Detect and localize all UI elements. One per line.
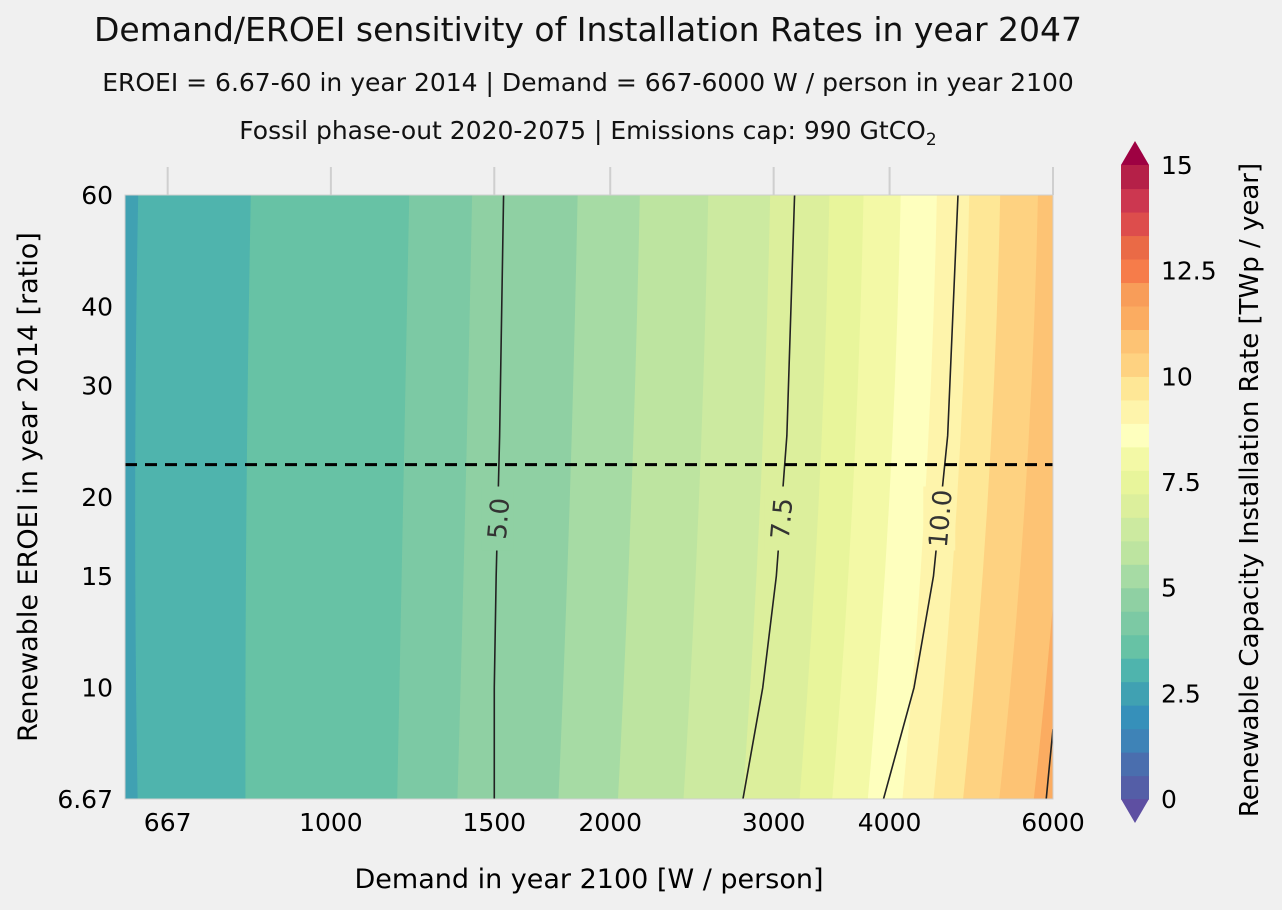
contour-line: [882, 195, 959, 799]
contour-label: 5.0: [483, 497, 516, 541]
colorbar-segment: [1121, 235, 1149, 260]
colorbar-segment: [1121, 282, 1149, 307]
colorbar-ticks: 0 2.5 5 7.5 10 12.5 15: [1161, 151, 1217, 814]
colorbar-segment: [1121, 681, 1149, 706]
contour-label: 7.5: [766, 497, 799, 541]
colorbar-tick-label: 0: [1161, 785, 1177, 814]
colorbar-segment: [1121, 634, 1149, 659]
contour-label: 10.0: [924, 489, 959, 549]
chart-subtitle: EROEI = 6.67-60 in year 2014 | Demand = …: [102, 68, 1074, 97]
contour-label-bg: [923, 486, 956, 551]
plot-frame: [124, 194, 1054, 800]
contour-band: [135, 195, 252, 799]
colorbar-segment: [1121, 258, 1149, 284]
y-tick-label: 40: [81, 292, 113, 321]
contour-line: [1045, 729, 1053, 799]
chart-title: Demand/EROEI sensitivity of Installation…: [93, 10, 1082, 49]
x-tick-label: 1000: [299, 808, 363, 837]
contour-line: [742, 195, 796, 799]
contour-label-bg: [764, 486, 797, 551]
colorbar-tick-label: 12.5: [1161, 257, 1217, 286]
colorbar-segment: [1121, 540, 1149, 565]
contour-band: [1033, 602, 1053, 799]
colorbar-segment: [1121, 329, 1149, 354]
colorbar-segment: [1121, 399, 1149, 424]
colorbar-extend-min: [1121, 799, 1149, 823]
x-tick-label: 667: [144, 808, 192, 837]
y-tick-label: 60: [81, 181, 113, 210]
colorbar-label: Renewable Capacity Installation Rate [TW…: [1235, 163, 1265, 817]
contour-label-bg: [481, 486, 514, 551]
y-tick-label: 15: [81, 562, 113, 591]
colorbar-segment: [1121, 493, 1149, 518]
colorbar-segment: [1121, 188, 1149, 213]
colorbar-segment: [1121, 305, 1149, 330]
colorbar-segment: [1121, 352, 1149, 377]
contour-labels: 5.0 7.5 10.0: [481, 486, 959, 551]
colorbar-segment: [1121, 611, 1149, 636]
colorbar-segment: [1121, 423, 1149, 448]
colorbar-tick-label: 5: [1161, 574, 1177, 603]
colorbar-tick-label: 15: [1161, 151, 1193, 180]
contour-line: [493, 195, 505, 799]
x-tick-label: 2000: [578, 808, 642, 837]
y-tick-label: 30: [81, 372, 113, 401]
y-axis-label: Renewable EROEI in year 2014 [ratio]: [13, 232, 44, 742]
colorbar: [1121, 141, 1149, 823]
x-axis-label: Demand in year 2100 [W / person]: [355, 864, 824, 895]
colorbar-tick-label: 7.5: [1161, 468, 1201, 497]
x-axis-ticks: 667 1000 1500 2000 3000 4000 6000: [144, 808, 1085, 837]
contour-band: [245, 195, 411, 799]
top-tick-marks: [166, 167, 1054, 195]
contour-band: [457, 195, 579, 799]
colorbar-segment: [1121, 470, 1149, 495]
colorbar-segment: [1121, 376, 1149, 401]
subtitle-2-subscript: 2: [925, 130, 937, 150]
colorbar-segment: [1121, 564, 1149, 589]
colorbar-segment: [1121, 728, 1149, 753]
colorbar-segment: [1121, 517, 1149, 542]
colorbar-extend-max: [1121, 141, 1149, 165]
colorbar-segment: [1121, 587, 1149, 612]
y-axis-ticks: 6.67 10 15 20 30 40 60: [57, 181, 113, 814]
chart-subtitle-2: Fossil phase-out 2020-2075 | Emissions c…: [0, 116, 1176, 150]
y-tick-label: 20: [81, 483, 113, 512]
y-tick-label: 10: [81, 674, 113, 703]
colorbar-segment: [1121, 658, 1149, 683]
colorbar-segment: [1121, 705, 1149, 730]
colorbar-segment: [1121, 446, 1149, 471]
contour-lines: [493, 195, 1053, 799]
subtitle-2-text: Fossil phase-out 2020-2075 | Emissions c…: [239, 116, 926, 145]
colorbar-segment: [1121, 775, 1149, 800]
colorbar-tick-label: 2.5: [1161, 679, 1201, 708]
x-tick-label: 1500: [462, 808, 526, 837]
colorbar-segment: [1121, 211, 1149, 237]
colorbar-segment: [1121, 752, 1149, 777]
y-tick-label: 6.67: [57, 785, 113, 814]
x-tick-label: 3000: [742, 808, 806, 837]
colorbar-tick-label: 10: [1161, 362, 1193, 391]
colorbar-segment: [1121, 165, 1149, 190]
contour-fill: [125, 195, 1053, 799]
x-tick-label: 6000: [1021, 808, 1085, 837]
x-tick-label: 4000: [858, 808, 922, 837]
